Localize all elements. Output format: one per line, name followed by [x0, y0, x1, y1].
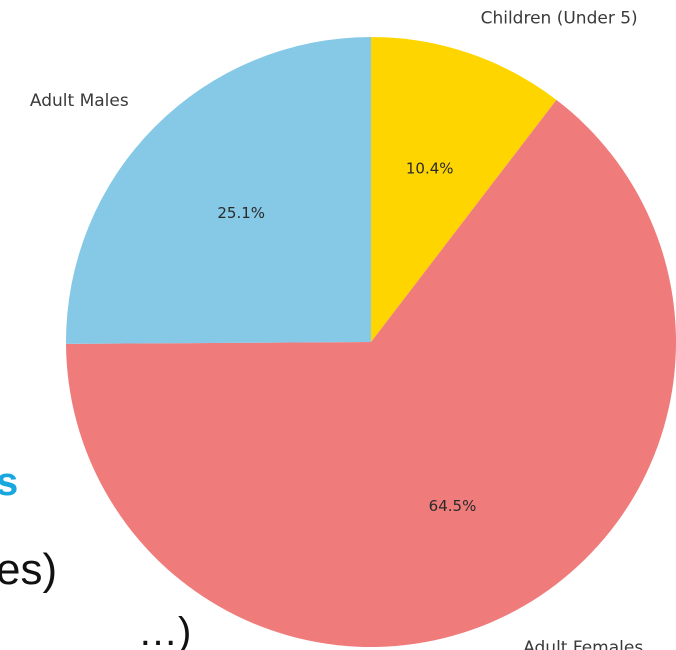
category-label-adult-males: Adult Males: [30, 91, 129, 111]
value-label-adult-females: 64.5%: [429, 497, 477, 515]
background-text-fragment: s: [0, 460, 19, 504]
category-label-children-under-5: Children (Under 5): [481, 9, 638, 29]
pie-slices: [66, 37, 676, 647]
pie-slice-adult-females: [66, 99, 676, 647]
category-label-adult-females: Adult Females: [523, 638, 643, 650]
pie-slice-adult-males: [66, 37, 371, 344]
background-text-fragment: es): [0, 545, 58, 594]
value-label-adult-males: 25.1%: [217, 204, 265, 222]
background-text-fragment: …): [138, 610, 192, 650]
pie-labels: Children (Under 5) 10.4% Adult Females 64.5…: [30, 9, 643, 650]
value-label-children-under-5: 10.4%: [406, 160, 454, 178]
pie-slice-children-under-5: [371, 37, 557, 342]
